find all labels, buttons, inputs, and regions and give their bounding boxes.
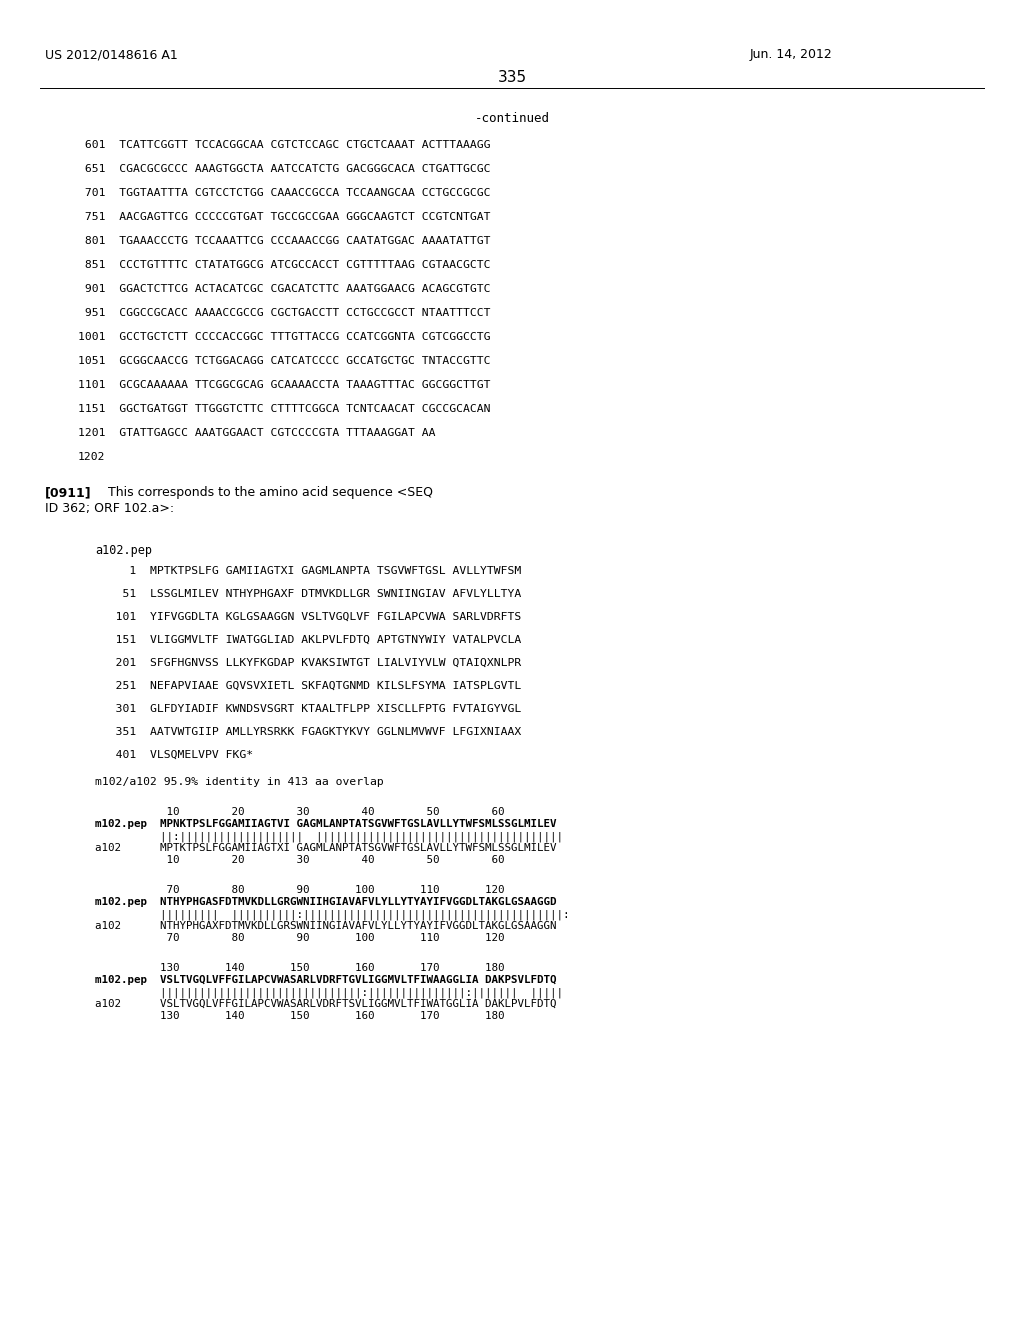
Text: 51  LSSGLMILEV NTHYPHGAXF DTMVKDLLGR SWNIINGIAV AFVLYLLTYA: 51 LSSGLMILEV NTHYPHGAXF DTMVKDLLGR SWNI… — [95, 589, 521, 599]
Text: 651  CGACGCGCCC AAAGTGGCTA AATCCATCTG GACGGGCACA CTGATTGCGC: 651 CGACGCGCCC AAAGTGGCTA AATCCATCTG GAC… — [78, 164, 490, 174]
Text: a102      VSLTVGQLVFFGILAPCVWASARLVDRFTSVLIGGMVLTFIWATGGLIA DAKLPVLFDTQ: a102 VSLTVGQLVFFGILAPCVWASARLVDRFTSVLIGG… — [95, 999, 556, 1008]
Text: 10        20        30        40        50        60: 10 20 30 40 50 60 — [95, 855, 505, 865]
Text: |||||||||  ||||||||||:||||||||||||||||||||||||||||||||||||||||:: ||||||||| ||||||||||:|||||||||||||||||||… — [95, 909, 569, 920]
Text: 951  CGGCCGCACC AAAACCGCCG CGCTGACCTT CCTGCCGCCT NTAATTTCCT: 951 CGGCCGCACC AAAACCGCCG CGCTGACCTT CCT… — [78, 308, 490, 318]
Text: 1101  GCGCAAAAAA TTCGGCGCAG GCAAAACCTA TAAAGTTTAC GGCGGCTTGT: 1101 GCGCAAAAAA TTCGGCGCAG GCAAAACCTA TA… — [78, 380, 490, 389]
Text: 1201  GTATTGAGCC AAATGGAACT CGTCCCCGTA TTTAAAGGAT AA: 1201 GTATTGAGCC AAATGGAACT CGTCCCCGTA TT… — [78, 428, 435, 438]
Text: 1202: 1202 — [78, 451, 105, 462]
Text: 70        80        90       100       110       120: 70 80 90 100 110 120 — [95, 933, 505, 942]
Text: 10        20        30        40        50        60: 10 20 30 40 50 60 — [95, 807, 505, 817]
Text: 801  TGAAACCCTG TCCAAATTCG CCCAAACCGG CAATATGGAC AAAATATTGT: 801 TGAAACCCTG TCCAAATTCG CCCAAACCGG CAA… — [78, 236, 490, 246]
Text: [0911]: [0911] — [45, 486, 91, 499]
Text: m102.pep  MPNKTPSLFGGAMIIAGTVI GAGMLANPTATSGVWFTGSLAVLLYTWFSMLSSGLMILEV: m102.pep MPNKTPSLFGGAMIIAGTVI GAGMLANPTA… — [95, 818, 556, 829]
Text: |||||||||||||||||||||||||||||||:|||||||||||||||:|||||||  |||||: |||||||||||||||||||||||||||||||:||||||||… — [95, 987, 563, 998]
Text: ID 362; ORF 102.a>:: ID 362; ORF 102.a>: — [45, 502, 174, 515]
Text: 101  YIFVGGDLTA KGLGSAAGGN VSLTVGQLVF FGILAPCVWA SARLVDRFTS: 101 YIFVGGDLTA KGLGSAAGGN VSLTVGQLVF FGI… — [95, 612, 521, 622]
Text: a102      MPTKTPSLFGGAMIIAGTXI GAGMLANPTATSGVWFTGSLAVLLYTWFSMLSSGLMILEV: a102 MPTKTPSLFGGAMIIAGTXI GAGMLANPTATSGV… — [95, 843, 556, 853]
Text: 1051  GCGGCAACCG TCTGGACAGG CATCATCCCC GCCATGCTGC TNTACCGTTC: 1051 GCGGCAACCG TCTGGACAGG CATCATCCCC GC… — [78, 356, 490, 366]
Text: -continued: -continued — [474, 112, 550, 125]
Text: 601  TCATTCGGTT TCCACGGCAA CGTCTCCAGC CTGCTCAAAT ACTTTAAAGG: 601 TCATTCGGTT TCCACGGCAA CGTCTCCAGC CTG… — [78, 140, 490, 150]
Text: This corresponds to the amino acid sequence <SEQ: This corresponds to the amino acid seque… — [100, 486, 433, 499]
Text: m102/a102 95.9% identity in 413 aa overlap: m102/a102 95.9% identity in 413 aa overl… — [95, 777, 384, 787]
Text: 401  VLSQMELVPV FKG*: 401 VLSQMELVPV FKG* — [95, 750, 253, 760]
Text: 1001  GCCTGCTCTT CCCCACCGGC TTTGTTACCG CCATCGGNTA CGTCGGCCTG: 1001 GCCTGCTCTT CCCCACCGGC TTTGTTACCG CC… — [78, 333, 490, 342]
Text: Jun. 14, 2012: Jun. 14, 2012 — [750, 48, 833, 61]
Text: m102.pep  VSLTVGQLVFFGILAPCVWASARLVDRFTGVLIGGMVLTFIWAAGGLIA DAKPSVLFDTQ: m102.pep VSLTVGQLVFFGILAPCVWASARLVDRFTGV… — [95, 975, 556, 985]
Text: US 2012/0148616 A1: US 2012/0148616 A1 — [45, 48, 178, 61]
Text: 130       140       150       160       170       180: 130 140 150 160 170 180 — [95, 964, 505, 973]
Text: 901  GGACTCTTCG ACTACATCGC CGACATCTTC AAATGGAACG ACAGCGTGTC: 901 GGACTCTTCG ACTACATCGC CGACATCTTC AAA… — [78, 284, 490, 294]
Text: 851  CCCTGTTTTC CTATATGGCG ATCGCCACCT CGTTTTTAAG CGTAACGCTC: 851 CCCTGTTTTC CTATATGGCG ATCGCCACCT CGT… — [78, 260, 490, 271]
Text: 1151  GGCTGATGGT TTGGGTCTTC CTTTTCGGCA TCNTCAACAT CGCCGCACAN: 1151 GGCTGATGGT TTGGGTCTTC CTTTTCGGCA TC… — [78, 404, 490, 414]
Text: 251  NEFAPVIAAE GQVSVXIETL SKFAQTGNMD KILSLFSYMA IATSPLGVTL: 251 NEFAPVIAAE GQVSVXIETL SKFAQTGNMD KIL… — [95, 681, 521, 690]
Text: 351  AATVWTGIIP AMLLYRSRKK FGAGKTYKVY GGLNLMVWVF LFGIXNIAAX: 351 AATVWTGIIP AMLLYRSRKK FGAGKTYKVY GGL… — [95, 727, 521, 737]
Text: 335: 335 — [498, 70, 526, 84]
Text: 301  GLFDYIADIF KWNDSVSGRT KTAALTFLPP XISCLLFPTG FVTAIGYVGL: 301 GLFDYIADIF KWNDSVSGRT KTAALTFLPP XIS… — [95, 704, 521, 714]
Text: a102      NTHYPHGAXFDTMVKDLLGRSWNIINGIAVAFVLYLLYTYAYIFVGGDLTAKGLGSAAGGN: a102 NTHYPHGAXFDTMVKDLLGRSWNIINGIAVAFVLY… — [95, 921, 556, 931]
Text: 701  TGGTAATTTA CGTCCTCTGG CAAACCGCCA TCCAANGCAA CCTGCCGCGC: 701 TGGTAATTTA CGTCCTCTGG CAAACCGCCA TCC… — [78, 187, 490, 198]
Text: 151  VLIGGMVLTF IWATGGLIAD AKLPVLFDTQ APTGTNYWIY VATALPVCLA: 151 VLIGGMVLTF IWATGGLIAD AKLPVLFDTQ APT… — [95, 635, 521, 645]
Text: a102.pep: a102.pep — [95, 544, 152, 557]
Text: 130       140       150       160       170       180: 130 140 150 160 170 180 — [95, 1011, 505, 1020]
Text: 1  MPTKTPSLFG GAMIIAGTXI GAGMLANPTA TSGVWFTGSL AVLLYTWFSM: 1 MPTKTPSLFG GAMIIAGTXI GAGMLANPTA TSGVW… — [95, 566, 521, 576]
Text: 751  AACGAGTTCG CCCCCGTGAT TGCCGCCGAA GGGCAAGTCT CCGTCNTGAT: 751 AACGAGTTCG CCCCCGTGAT TGCCGCCGAA GGG… — [78, 213, 490, 222]
Text: 201  SFGFHGNVSS LLKYFKGDAP KVAKSIWTGT LIALVIYVLW QTAIQXNLPR: 201 SFGFHGNVSS LLKYFKGDAP KVAKSIWTGT LIA… — [95, 657, 521, 668]
Text: 70        80        90       100       110       120: 70 80 90 100 110 120 — [95, 884, 505, 895]
Text: m102.pep  NTHYPHGASFDTMVKDLLGRGWNIIНGIAVAFVLYLLYTYAYIFVGGDLTAKGLGSAAGGD: m102.pep NTHYPHGASFDTMVKDLLGRGWNIIНGIAVA… — [95, 898, 556, 907]
Text: ||:|||||||||||||||||||  ||||||||||||||||||||||||||||||||||||||: ||:||||||||||||||||||| |||||||||||||||||… — [95, 832, 563, 842]
